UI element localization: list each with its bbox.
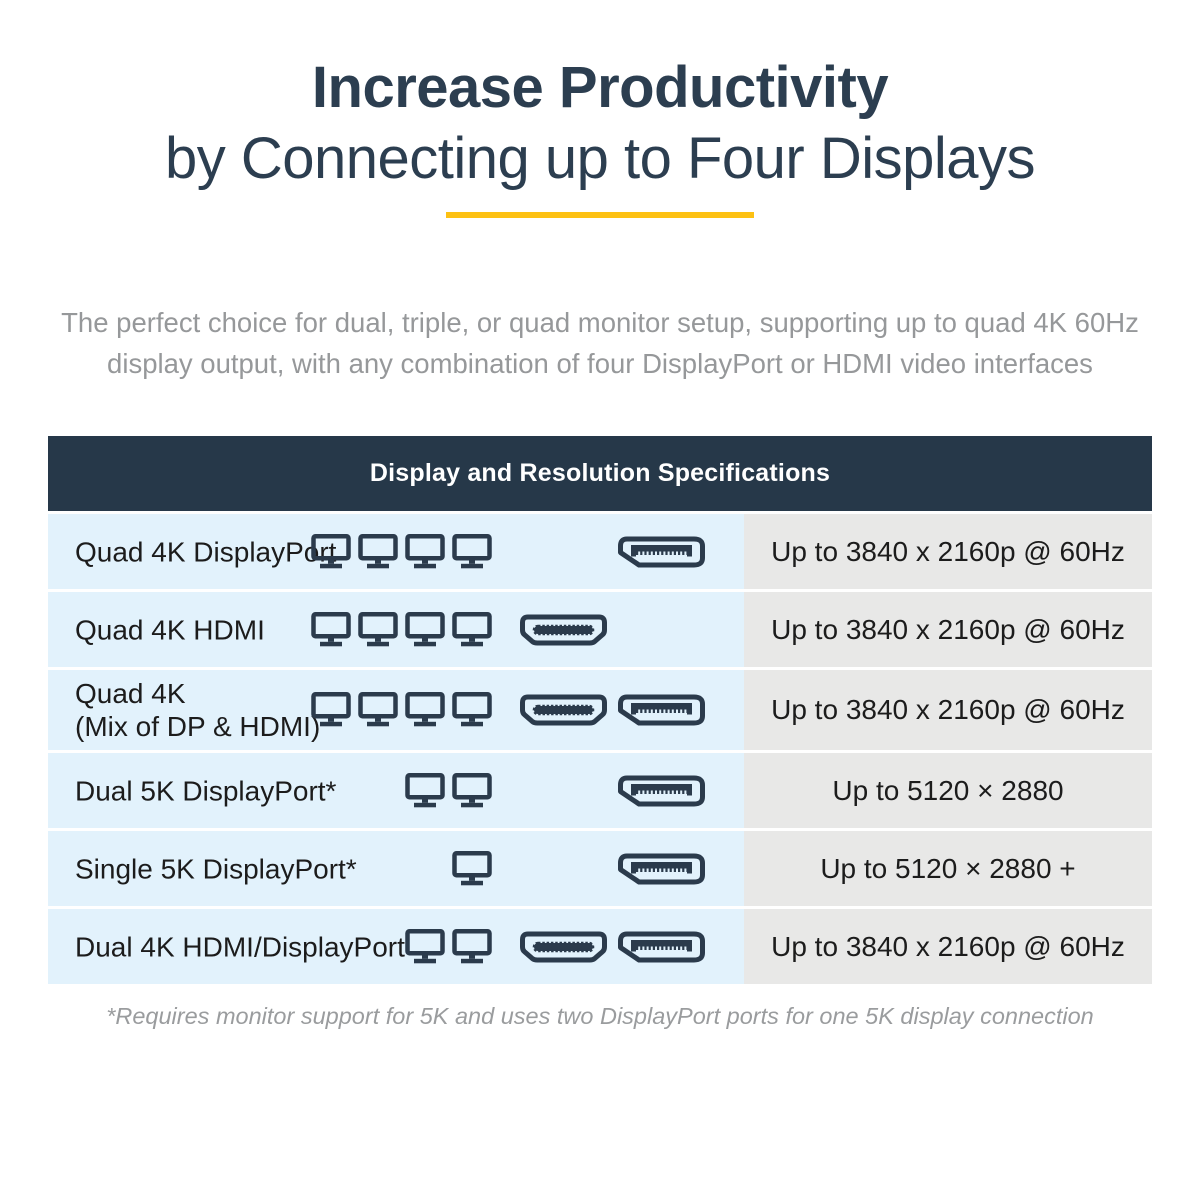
displayport-icon xyxy=(618,775,705,806)
title-accent-divider xyxy=(446,212,754,218)
resolution-value: Up to 3840 x 2160p @ 60Hz xyxy=(744,514,1152,589)
row-label: Quad 4K (Mix of DP & HDMI) xyxy=(75,678,321,742)
monitor-icon xyxy=(358,611,398,646)
table-row: Dual 4K HDMI/DisplayPort Up to 3840 x 216… xyxy=(48,909,1152,984)
displayport-icon xyxy=(618,931,705,962)
monitor-icon xyxy=(405,533,445,568)
displayport-icon xyxy=(618,536,705,567)
hdmi-icon xyxy=(520,614,607,645)
monitor-icons xyxy=(405,928,492,963)
row-label: Dual 5K DisplayPort* xyxy=(75,775,337,806)
monitor-icon xyxy=(311,692,351,727)
intro-line-2: display output, with any combination of … xyxy=(107,348,1093,379)
table-header: Display and Resolution Specifications xyxy=(48,436,1152,511)
table-row: Quad 4K HDMI Up to 3840 x 2160p @ 60Hz xyxy=(48,592,1152,667)
resolution-value: Up to 3840 x 2160p @ 60Hz xyxy=(744,670,1152,750)
resolution-value: Up to 3840 x 2160p @ 60Hz xyxy=(744,592,1152,667)
intro-paragraph: The perfect choice for dual, triple, or … xyxy=(0,302,1200,384)
monitor-icon xyxy=(452,928,492,963)
monitor-icon xyxy=(311,533,351,568)
row-left-cell: Quad 4K HDMI xyxy=(48,592,744,667)
monitor-icons xyxy=(405,772,492,807)
table-row: Dual 5K DisplayPort* Up to 5120 × 2880 xyxy=(48,753,1152,828)
row-left-cell: Dual 5K DisplayPort* xyxy=(48,753,744,828)
row-left-cell: Single 5K DisplayPort* xyxy=(48,831,744,906)
monitor-icon xyxy=(452,533,492,568)
monitor-icon xyxy=(452,692,492,727)
page-subtitle: by Connecting up to Four Displays xyxy=(164,126,1036,191)
row-left-cell: Dual 4K HDMI/DisplayPort xyxy=(48,909,744,984)
table-rows: Quad 4K DisplayPort Up to 3840 x 2160p @ … xyxy=(48,514,1152,984)
monitor-icons xyxy=(452,850,492,885)
displayport-icon xyxy=(618,853,705,884)
hdmi-icon xyxy=(520,694,607,726)
monitor-icon xyxy=(405,692,445,727)
monitor-icon xyxy=(405,928,445,963)
row-label: Single 5K DisplayPort* xyxy=(75,853,357,884)
resolution-value: Up to 5120 × 2880 xyxy=(744,753,1152,828)
monitor-icon xyxy=(358,692,398,727)
intro-line-1: The perfect choice for dual, triple, or … xyxy=(61,307,1139,338)
monitor-icon xyxy=(311,611,351,646)
table-row: Quad 4K (Mix of DP & HDMI) Up to 3840 x 21… xyxy=(48,670,1152,750)
row-label: Dual 4K HDMI/DisplayPort xyxy=(75,931,405,962)
resolution-value: Up to 5120 × 2880 + xyxy=(744,831,1152,906)
monitor-icons xyxy=(311,692,492,727)
displayport-icon xyxy=(618,694,705,726)
page-title: Increase Productivity xyxy=(311,55,889,120)
monitor-icon xyxy=(405,772,445,807)
row-left-cell: Quad 4K DisplayPort xyxy=(48,514,744,589)
row-left-cell: Quad 4K (Mix of DP & HDMI) xyxy=(48,670,744,750)
monitor-icon xyxy=(452,772,492,807)
monitor-icons xyxy=(311,611,492,646)
resolution-value: Up to 3840 x 2160p @ 60Hz xyxy=(744,909,1152,984)
monitor-icon xyxy=(452,850,492,885)
footnote: *Requires monitor support for 5K and use… xyxy=(106,1003,1094,1029)
monitor-icon xyxy=(358,533,398,568)
monitor-icon xyxy=(405,611,445,646)
spec-table: Display and Resolution Specifications Qu… xyxy=(48,436,1152,984)
row-label: Quad 4K HDMI xyxy=(75,614,265,645)
hdmi-icon xyxy=(520,931,607,962)
row-label: Quad 4K DisplayPort xyxy=(75,536,337,567)
table-row: Quad 4K DisplayPort Up to 3840 x 2160p @ … xyxy=(48,514,1152,589)
monitor-icons xyxy=(311,533,492,568)
monitor-icon xyxy=(452,611,492,646)
table-row: Single 5K DisplayPort* Up to 5120 × 2880 … xyxy=(48,831,1152,906)
